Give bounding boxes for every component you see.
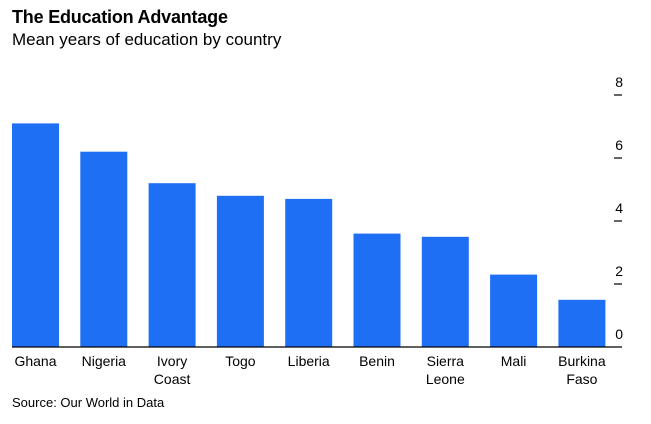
category-label-sierra-leone: Sierra Leone — [426, 353, 465, 387]
y-tick-label-6: 6 — [615, 137, 623, 153]
category-label-benin: Benin — [359, 353, 395, 369]
y-tick-label-8: 8 — [615, 74, 623, 90]
category-label-togo: Togo — [225, 353, 256, 369]
category-label-liberia: Liberia — [288, 353, 330, 369]
bar-liberia — [285, 198, 333, 347]
bar-mali — [490, 274, 538, 347]
bar-nigeria — [80, 151, 128, 347]
category-label-mali: Mali — [501, 353, 527, 369]
source-note: Source: Our World in Data — [12, 395, 165, 410]
y-tick-label-0: 0 — [615, 326, 623, 342]
bar-ghana — [12, 123, 59, 348]
chart-title: The Education Advantage — [12, 7, 228, 27]
y-tick-label-4: 4 — [615, 200, 623, 216]
chart-subtitle: Mean years of education by country — [12, 30, 282, 49]
y-tick-label-2: 2 — [615, 263, 623, 279]
bars-group — [12, 123, 606, 348]
bar-togo — [216, 195, 264, 347]
bar-sierra-leone — [421, 236, 469, 348]
bar-burkina-faso — [558, 299, 606, 348]
category-label-burkina-faso: Burkina Faso — [558, 353, 606, 387]
x-axis: Ghana Nigeria Ivory Coast Togo Liberia Benin Si… — [12, 346, 622, 387]
category-label-ivory-coast: Ivory Coast — [154, 353, 191, 387]
bar-benin — [353, 233, 401, 347]
category-label-ghana: Ghana — [14, 353, 56, 369]
category-label-nigeria: Nigeria — [82, 353, 127, 369]
y-axis: 0 2 4 6 8 — [614, 74, 623, 342]
bar-ivory-coast — [148, 183, 196, 347]
